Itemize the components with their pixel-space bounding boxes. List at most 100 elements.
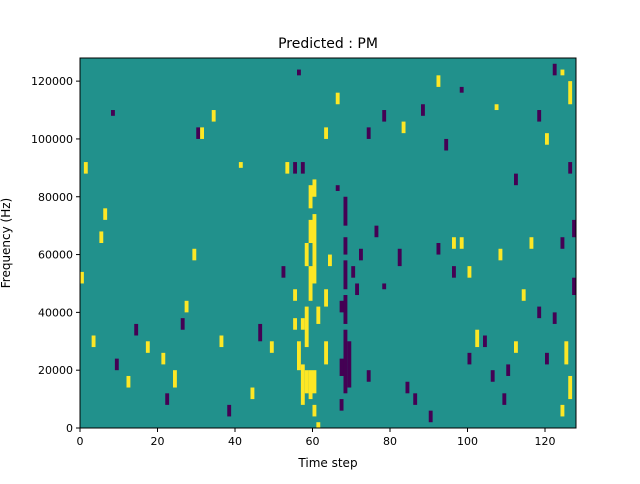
heatmap-cell xyxy=(483,335,487,348)
heatmap-cell xyxy=(196,127,201,139)
heatmap-cell xyxy=(308,185,313,209)
heatmap-cell xyxy=(572,219,577,238)
x-tick-label: 120 xyxy=(535,435,556,448)
heatmap-cell xyxy=(343,295,348,324)
y-tick-label: 80000 xyxy=(38,191,73,204)
heatmap-cell xyxy=(99,231,104,243)
heatmap-cell xyxy=(324,341,329,365)
heatmap-cell xyxy=(537,306,542,319)
heatmap-cell xyxy=(316,306,321,324)
heatmap-cell xyxy=(324,289,329,307)
heatmap-cell xyxy=(382,110,387,122)
heatmap-cell xyxy=(560,237,565,249)
heatmap-cell xyxy=(134,323,139,336)
heatmap-cell xyxy=(421,104,425,116)
heatmap-cell xyxy=(502,393,507,405)
heatmap-cell xyxy=(304,243,309,267)
heatmap-cell xyxy=(316,422,321,428)
heatmap-cell xyxy=(312,404,317,417)
heatmap-cell xyxy=(568,81,573,105)
heatmap-cell xyxy=(304,370,309,394)
heatmap-cell xyxy=(339,300,344,313)
heatmap-cell xyxy=(568,162,573,174)
heatmap-cell xyxy=(285,162,290,174)
heatmap-cell xyxy=(308,266,313,301)
heatmap-cell xyxy=(560,69,565,76)
heatmap-cell xyxy=(467,352,472,365)
heatmap-cell xyxy=(560,404,565,417)
heatmap-cell xyxy=(552,63,557,76)
heatmap-cell xyxy=(374,225,379,238)
heatmap-cell xyxy=(335,185,340,191)
x-tick-label: 100 xyxy=(457,435,478,448)
heatmap-cell xyxy=(572,277,577,296)
heatmap-cell xyxy=(436,243,441,255)
y-tick-label: 20000 xyxy=(38,364,73,377)
heatmap-cell xyxy=(343,196,348,226)
heatmap-cell xyxy=(103,208,108,220)
heatmap-cell xyxy=(269,341,274,353)
heatmap-cell xyxy=(428,410,433,423)
heatmap-cell xyxy=(347,341,352,388)
heatmap-cell xyxy=(281,266,286,278)
heatmap-cell xyxy=(552,312,557,324)
heatmap-cell xyxy=(173,370,177,388)
heatmap-cell xyxy=(339,358,344,376)
heatmap-cell xyxy=(343,260,348,290)
y-tick-label: 120000 xyxy=(31,75,73,88)
heatmap-cell xyxy=(293,162,298,174)
heatmap-cell xyxy=(165,393,170,405)
heatmap-cell xyxy=(343,237,348,255)
x-tick-label: 60 xyxy=(306,435,320,448)
heatmap-cell xyxy=(80,271,84,284)
heatmap-cell xyxy=(335,92,340,105)
x-tick-label: 0 xyxy=(77,435,84,448)
y-tick-label: 100000 xyxy=(31,133,73,146)
y-tick-label: 40000 xyxy=(38,306,73,319)
heatmap-cell xyxy=(297,69,301,76)
heatmap-cell xyxy=(545,352,549,365)
heatmap-cell xyxy=(293,289,298,301)
heatmap-cell xyxy=(568,375,573,400)
heatmap-cell xyxy=(300,162,305,174)
heatmap-cells xyxy=(80,63,577,428)
heatmap-cell xyxy=(475,329,480,348)
heatmap-cell xyxy=(192,248,197,261)
x-tick-label: 40 xyxy=(228,435,242,448)
heatmap-cell xyxy=(514,173,518,186)
heatmap-cell xyxy=(444,138,449,151)
heatmap-cell xyxy=(250,387,255,400)
heatmap-cell xyxy=(382,283,387,290)
heatmap-cell xyxy=(529,237,534,249)
heatmap-cell xyxy=(161,352,166,365)
y-tick-label: 0 xyxy=(66,422,73,435)
heatmap-cell xyxy=(308,219,313,244)
y-axis-label: Frequency (Hz) xyxy=(0,198,13,289)
heatmap-cell xyxy=(227,404,232,417)
heatmap-cell xyxy=(211,110,216,122)
heatmap-cell xyxy=(126,375,131,388)
heatmap-cell xyxy=(312,370,317,394)
heatmap-cell xyxy=(328,254,332,267)
heatmap-cell xyxy=(312,179,317,197)
heatmap-cell xyxy=(297,341,301,371)
heatmap-cell xyxy=(111,110,115,116)
heatmap-cell xyxy=(459,237,464,249)
x-axis: 0 20 40 60 80 100 120 xyxy=(77,428,556,448)
heatmap-cell xyxy=(366,127,371,139)
heatmap-cell xyxy=(467,266,472,278)
heatmap-cell xyxy=(339,399,344,411)
plot-background xyxy=(80,58,576,428)
heatmap-cell xyxy=(83,162,88,174)
heatmap-cell xyxy=(506,364,511,376)
heatmap-cell xyxy=(184,300,189,313)
heatmap-cell xyxy=(219,335,224,348)
heatmap-cell xyxy=(91,335,96,348)
chart-title: Predicted : PM xyxy=(278,36,378,52)
heatmap-cell xyxy=(343,329,348,394)
heatmap-cell xyxy=(238,162,243,168)
heatmap-cell xyxy=(490,370,495,382)
heatmap-cell xyxy=(397,248,402,267)
heatmap-cell xyxy=(401,121,406,134)
